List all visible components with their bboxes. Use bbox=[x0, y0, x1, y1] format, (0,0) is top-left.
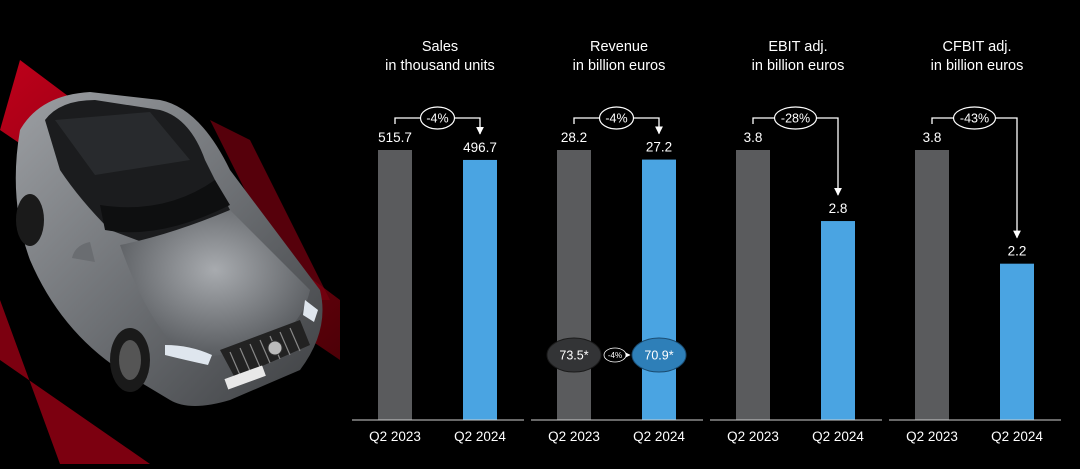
data-label: 3.8 bbox=[744, 130, 763, 145]
inset-label: 70.9* bbox=[644, 349, 673, 363]
data-label: 3.8 bbox=[923, 130, 942, 145]
change-badge bbox=[773, 106, 818, 130]
bar-q2-2024 bbox=[1000, 263, 1034, 420]
data-label: 496.7 bbox=[463, 140, 497, 155]
bar-q2-2023 bbox=[557, 150, 591, 420]
chart-panel-cfbit-adj: CFBIT adj. in billion euros 3.8 Q2 2023 2.2 Q… bbox=[889, 39, 1061, 444]
chart-title: Revenue bbox=[590, 39, 648, 55]
data-label: 2.8 bbox=[829, 201, 848, 216]
change-badge bbox=[598, 106, 635, 130]
chart-panel-ebit-adj: EBIT adj. in billion euros 3.8 Q2 2023 2.8 Q2… bbox=[710, 39, 882, 444]
data-label: 27.2 bbox=[646, 140, 672, 155]
chart-subtitle: in billion euros bbox=[752, 58, 845, 74]
change-label: -43% bbox=[960, 112, 989, 126]
x-tick-label: Q2 2024 bbox=[812, 429, 864, 444]
change-label: -4% bbox=[605, 112, 627, 126]
data-label: 515.7 bbox=[378, 130, 412, 145]
bar-q2-2024 bbox=[463, 159, 497, 421]
x-tick-label: Q2 2023 bbox=[906, 429, 958, 444]
bar-q2-2024 bbox=[821, 221, 855, 420]
bar-q2-2024 bbox=[642, 159, 676, 420]
x-tick-label: Q2 2023 bbox=[369, 429, 421, 444]
chart-title: CFBIT adj. bbox=[942, 39, 1011, 55]
chart-title: EBIT adj. bbox=[768, 39, 827, 55]
inset-change-badge bbox=[603, 347, 627, 363]
bar-q2-2023 bbox=[915, 150, 949, 420]
chart-subtitle: in billion euros bbox=[573, 58, 666, 74]
data-label: 28.2 bbox=[561, 130, 587, 145]
chart-panel-sales: Sales in thousand units 515.7 Q2 2023 496.7 Q… bbox=[352, 39, 524, 444]
inset-bubble-2024 bbox=[631, 337, 687, 373]
car-photo bbox=[0, 0, 340, 464]
change-badge bbox=[952, 106, 997, 130]
data-label: 2.2 bbox=[1008, 244, 1027, 259]
chart-title: Sales bbox=[422, 39, 458, 55]
x-tick-label: Q2 2024 bbox=[991, 429, 1043, 444]
x-tick-label: Q2 2024 bbox=[633, 429, 685, 444]
inset-change-label: -4% bbox=[608, 351, 622, 360]
chart-panel-revenue: Revenue in billion euros 28.2 Q2 2023 27.2 Q2… bbox=[531, 39, 703, 444]
change-label: -4% bbox=[426, 112, 448, 126]
bar-q2-2023 bbox=[378, 150, 412, 420]
car-illustration bbox=[0, 0, 340, 464]
change-label: -28% bbox=[781, 112, 810, 126]
x-tick-label: Q2 2024 bbox=[454, 429, 506, 444]
bar-q2-2023 bbox=[736, 150, 770, 420]
x-tick-label: Q2 2023 bbox=[727, 429, 779, 444]
chart-subtitle: in billion euros bbox=[931, 58, 1024, 74]
x-tick-label: Q2 2023 bbox=[548, 429, 600, 444]
inset-bubble-2023 bbox=[546, 337, 602, 373]
chart-subtitle: in thousand units bbox=[385, 58, 495, 74]
change-badge bbox=[419, 106, 456, 130]
inset-label: 73.5* bbox=[559, 349, 588, 363]
